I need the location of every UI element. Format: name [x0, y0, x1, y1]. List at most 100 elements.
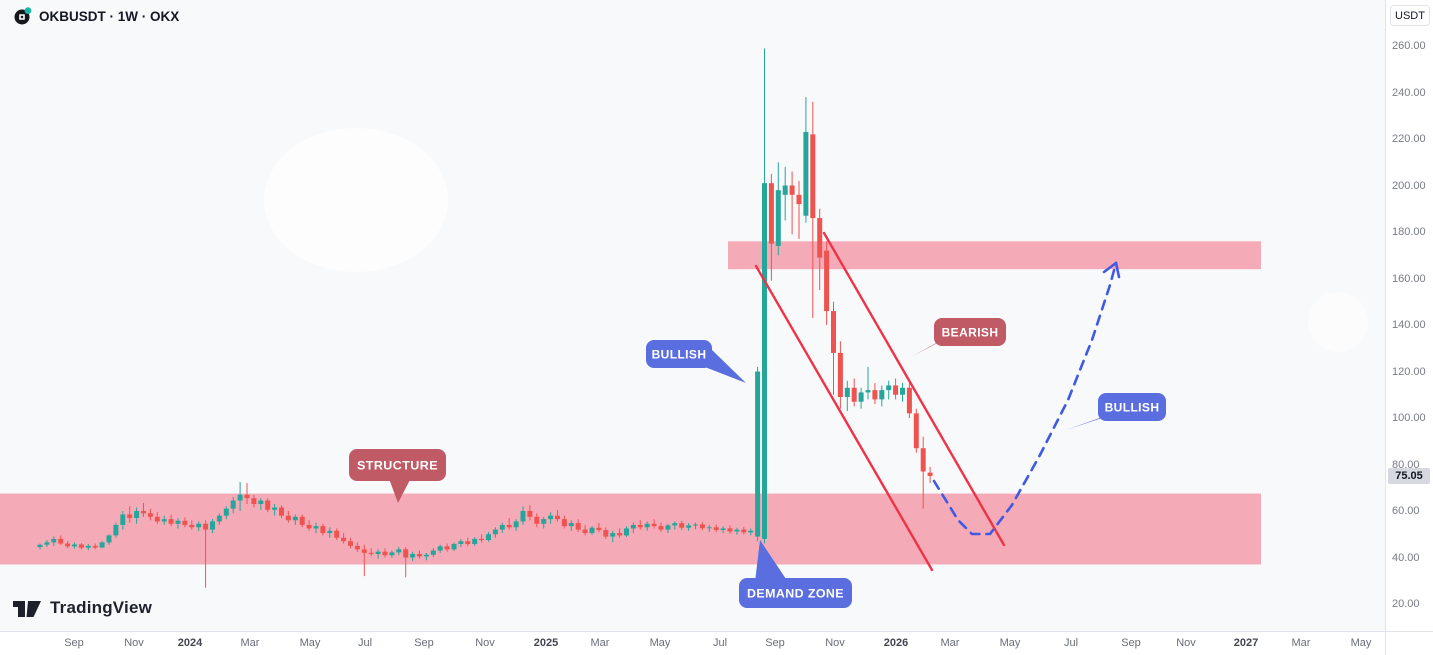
candle-body	[72, 544, 77, 547]
demand-zone-label-label: DEMAND ZONE	[747, 587, 844, 601]
price-tick-label: 40.00	[1392, 551, 1420, 564]
candle-body	[527, 511, 533, 517]
candle-body	[831, 311, 836, 353]
annotation-bullish-2[interactable]: BULLISH	[1066, 393, 1166, 430]
candle-body	[810, 134, 816, 219]
candle-body	[837, 352, 843, 398]
candle-body	[189, 524, 195, 528]
candle-body	[161, 519, 167, 522]
channel-lower-line[interactable]	[822, 231, 1006, 547]
candle-body	[444, 546, 450, 550]
candle-body	[665, 525, 671, 530]
candle-body	[154, 516, 160, 522]
current-price-badge: 75.05	[1388, 468, 1430, 484]
candle-body	[168, 519, 174, 524]
candle-body	[872, 390, 878, 400]
candle-body	[92, 545, 98, 548]
candle-body	[755, 371, 761, 537]
time-tick-label: May	[999, 637, 1021, 649]
candle-body	[789, 185, 795, 195]
candle-body	[741, 529, 747, 533]
axis-corner	[1385, 631, 1433, 655]
candle-body	[458, 541, 464, 545]
tradingview-logo[interactable]: TradingView	[12, 597, 152, 619]
candle-body	[748, 530, 754, 533]
candle-body	[216, 515, 222, 522]
candle-body	[920, 448, 926, 472]
candle-body	[803, 132, 809, 216]
bullish-2-bubble[interactable]	[1098, 393, 1166, 421]
annotation-bearish[interactable]: BEARISH	[911, 318, 1006, 357]
candle-body	[403, 549, 409, 558]
okb-symbol-icon	[14, 7, 32, 25]
candle-body	[900, 387, 905, 395]
candle-body	[423, 554, 429, 557]
candle-body	[375, 551, 381, 555]
time-tick-label: 2025	[533, 637, 559, 649]
projection-arrowhead	[1114, 261, 1121, 279]
annotation-bullish-1[interactable]: BULLISH	[646, 340, 746, 383]
candle-body	[37, 544, 43, 548]
time-tick-label: Nov	[1176, 637, 1196, 649]
candle-body	[906, 387, 912, 414]
bullish-projection[interactable]	[932, 261, 1118, 536]
time-tick-label: May	[1350, 637, 1372, 649]
candle-body	[534, 516, 540, 524]
annotation-structure[interactable]: STRUCTURE	[349, 449, 446, 503]
candle-body	[610, 533, 616, 537]
candle-body	[258, 500, 264, 505]
candle-body	[78, 544, 84, 548]
time-tick-label: Nov	[475, 637, 495, 649]
candle-body	[844, 387, 850, 398]
watermark-blob	[264, 128, 448, 272]
candle-body	[603, 530, 609, 537]
candle-body	[886, 385, 892, 391]
price-tick-label: 220.00	[1392, 133, 1426, 145]
time-tick-label: Sep	[1121, 637, 1141, 649]
candle-body	[651, 523, 657, 527]
price-tick-label: 20.00	[1392, 598, 1420, 610]
candle-body	[410, 554, 416, 558]
candle-body	[430, 550, 436, 555]
candle-body	[147, 513, 153, 517]
price-tick-label: 80.00	[1392, 458, 1420, 471]
time-tick-label: Sep	[765, 637, 785, 649]
candle-body	[775, 190, 781, 246]
candle-body	[85, 545, 91, 548]
price-tick-label: 120.00	[1392, 365, 1426, 378]
candle-body	[265, 500, 271, 510]
demand-zone-label-bubble[interactable]	[739, 578, 852, 608]
candle-body	[451, 544, 457, 550]
demand-zone[interactable]	[0, 493, 1261, 565]
price-tick-label: 100.00	[1392, 412, 1426, 424]
candle-body	[575, 523, 581, 530]
symbol-header[interactable]: OKBUSDT · 1W · OKX	[14, 7, 179, 25]
time-tick-label: Nov	[124, 637, 144, 649]
candle-body	[720, 528, 726, 531]
candle-body	[465, 541, 471, 545]
candle-body	[624, 528, 629, 536]
annotation-demand-zone-label[interactable]: DEMAND ZONE	[739, 540, 852, 608]
bullish-1-bubble[interactable]	[646, 340, 712, 368]
currency-button[interactable]: USDT	[1390, 5, 1430, 26]
candle-body	[58, 538, 64, 544]
tradingview-logo-mark	[13, 601, 41, 617]
candle-body	[630, 524, 636, 529]
channel-upper-line[interactable]	[754, 264, 934, 572]
supply-zone[interactable]	[728, 241, 1261, 270]
time-tick-label: Jul	[357, 637, 373, 649]
price-axis[interactable]: USDT 260.00 240.00 220.00 200.00 180.00 160.0…	[1385, 0, 1433, 632]
candle-body	[893, 385, 899, 395]
time-tick-label: Nov	[825, 637, 845, 649]
candle-body	[644, 523, 650, 528]
candle-body	[499, 524, 505, 530]
bearish-bubble[interactable]	[934, 318, 1006, 346]
candle-body	[782, 185, 788, 195]
time-axis[interactable]: Sep Nov 2024 Mar May Jul Sep Nov 2025 Mar May Jul Se…	[0, 631, 1386, 655]
price-tick-label: 200.00	[1392, 179, 1426, 192]
structure-bubble[interactable]	[349, 449, 446, 481]
bearish-label: BEARISH	[942, 326, 999, 340]
candle-body	[541, 519, 547, 524]
candle-body	[486, 534, 491, 541]
